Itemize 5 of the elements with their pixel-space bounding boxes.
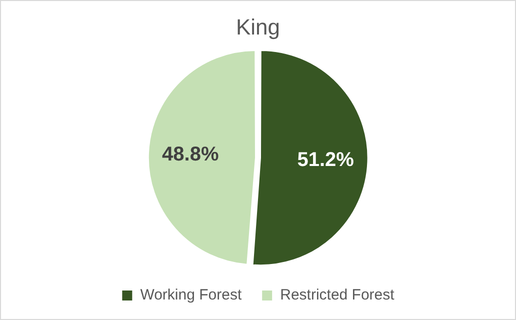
- data-label: 51.2%: [297, 148, 354, 171]
- data-label: 48.8%: [162, 144, 219, 166]
- legend-label: Restricted Forest: [280, 286, 396, 304]
- chart-title: King: [236, 14, 280, 40]
- legend-label: Working Forest: [140, 286, 242, 304]
